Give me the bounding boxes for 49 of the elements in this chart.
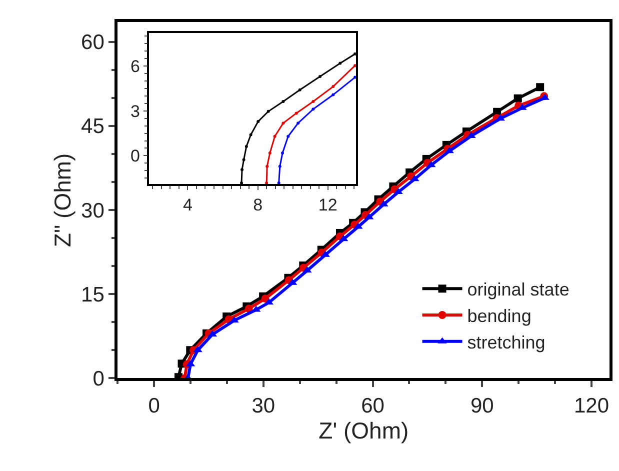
y-tick-label: 15 <box>81 283 104 306</box>
point <box>536 83 544 92</box>
point <box>282 122 285 125</box>
point <box>282 100 285 104</box>
point <box>242 158 246 162</box>
point <box>514 94 522 102</box>
point <box>265 181 268 184</box>
y-tick-label: 0 <box>130 146 140 166</box>
line-series <box>265 64 356 184</box>
y-tick-label: 3 <box>130 102 140 121</box>
point <box>294 112 298 115</box>
x-tick-label: 8 <box>253 195 263 214</box>
point <box>277 181 280 184</box>
point <box>249 133 252 136</box>
point <box>266 110 270 113</box>
y-tick-label: 6 <box>130 56 140 76</box>
point <box>266 164 269 168</box>
point <box>332 85 335 88</box>
x-tick-label: 90 <box>470 394 494 418</box>
x-tick-label: 12 <box>318 195 338 214</box>
y-tick-label: 45 <box>81 115 104 138</box>
legend-label: stretching <box>467 332 546 352</box>
x-tick-label: 4 <box>182 195 192 214</box>
x-tick-label: 30 <box>252 394 276 418</box>
legend-label: original state <box>467 280 570 300</box>
line-series <box>277 76 356 184</box>
x-tick-label: 120 <box>574 394 610 418</box>
point <box>286 134 290 138</box>
point <box>256 120 260 123</box>
point <box>298 88 302 92</box>
y-axis-title: Z" (Ohm) <box>50 153 76 248</box>
point <box>268 152 272 155</box>
point <box>240 181 244 184</box>
point <box>338 62 342 65</box>
point <box>244 144 248 148</box>
point <box>240 168 244 172</box>
y-tick-label: 60 <box>81 31 104 54</box>
point <box>332 93 335 96</box>
y-tick-label: 0 <box>92 368 104 391</box>
x-tick-label: 60 <box>361 394 384 418</box>
x-axis-title: Z' (Ohm) <box>318 417 409 444</box>
point <box>312 108 315 111</box>
point <box>296 122 300 125</box>
point <box>312 100 315 104</box>
point <box>278 164 282 168</box>
line-series <box>240 52 356 184</box>
legend-label: bending <box>467 306 532 326</box>
x-tick-label: 0 <box>148 394 160 418</box>
point <box>273 134 276 138</box>
